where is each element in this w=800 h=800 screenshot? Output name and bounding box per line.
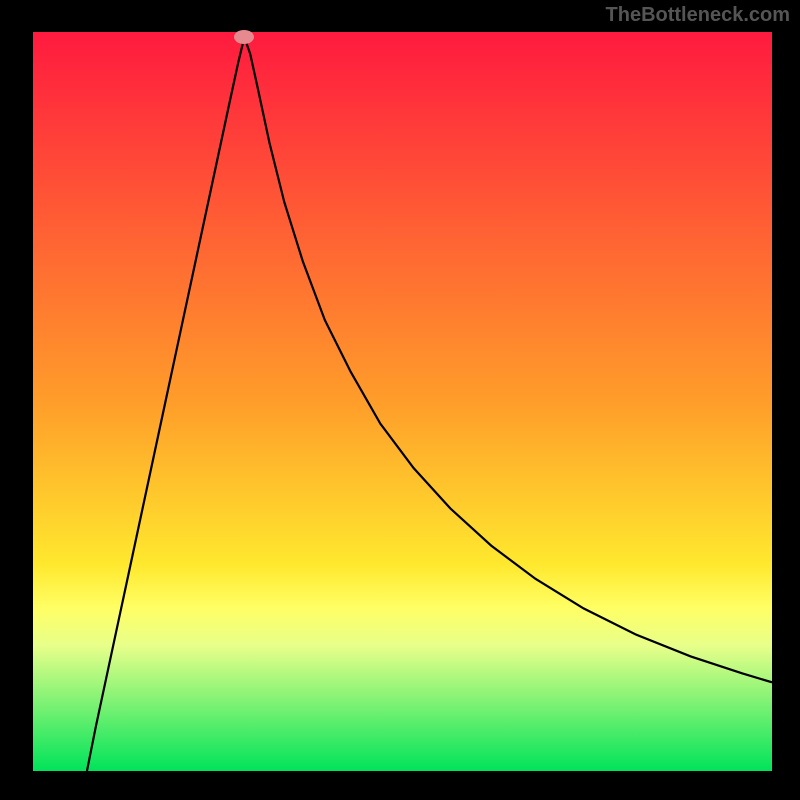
optimal-point-marker xyxy=(234,30,254,44)
bottleneck-curve xyxy=(33,32,772,771)
plot-area xyxy=(33,32,772,771)
watermark-text: TheBottleneck.com xyxy=(606,4,790,27)
chart-frame: TheBottleneck.com xyxy=(0,0,800,800)
